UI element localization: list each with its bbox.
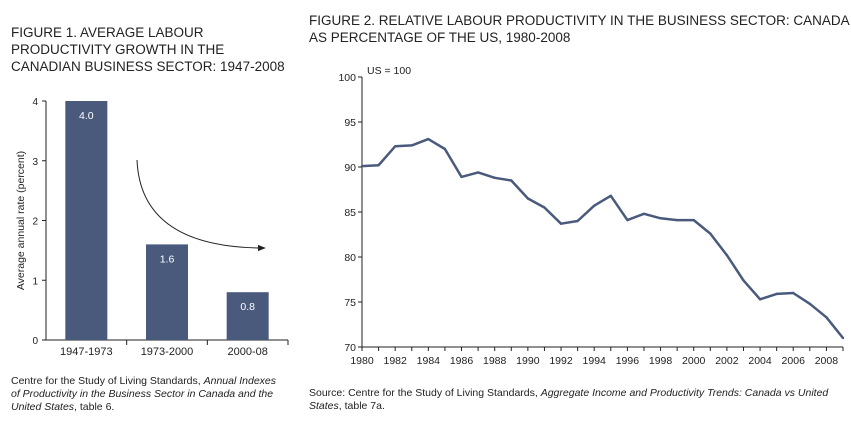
- figure2-data-point: [609, 194, 612, 197]
- figure2-x-tick-label: 1996: [616, 355, 640, 367]
- figure2-data-point: [559, 222, 563, 225]
- figure2-data-point: [493, 176, 496, 179]
- figure2-data-point: [642, 212, 646, 215]
- figure1-bar-value-label: 0.8: [240, 301, 255, 313]
- figure2-data-point: [526, 197, 530, 200]
- figure2-data-point: [808, 302, 812, 305]
- figure2-x-tick-label: 2002: [715, 355, 739, 367]
- figure1-category-label: 1973-2000: [141, 346, 194, 358]
- figure2-y-tick-label: 90: [344, 162, 356, 174]
- figure2-data-point: [775, 292, 778, 296]
- figure2-y-tick-label: 75: [344, 297, 356, 309]
- figure1-bar: [146, 244, 188, 340]
- figure2-title: FIGURE 2. RELATIVE LABOUR PRODUCTIVITY I…: [309, 13, 849, 45]
- figure2-data-point: [427, 137, 430, 141]
- figure2-data-point: [675, 218, 679, 222]
- figure2-x-tick-label: 1984: [417, 355, 441, 367]
- figure2-data-point: [443, 147, 447, 151]
- figure1-y-tick-label: 3: [32, 157, 38, 168]
- figure2-data-point: [360, 164, 364, 168]
- figure2-data-point: [510, 179, 513, 182]
- figure2-data-point: [692, 218, 695, 222]
- figure2-data-point: [576, 219, 579, 223]
- figure1-title: FIGURE 1. AVERAGE LABOUR PRODUCTIVITY GR…: [11, 25, 285, 74]
- figure2-data-point: [792, 291, 795, 295]
- figure2-data-point: [393, 145, 397, 148]
- figure2-x-tick-label: 2004: [748, 355, 772, 367]
- figure2-data-point: [593, 204, 596, 207]
- figure2-data-point: [709, 232, 712, 235]
- figure2-x-tick-label: 2006: [782, 355, 806, 367]
- figure1-category-label: 2000-08: [227, 346, 267, 358]
- figure1-category-label: 1947-1973: [60, 346, 113, 358]
- figure2-x-tick-label: 1982: [383, 355, 407, 367]
- figure2-data-point: [543, 206, 546, 209]
- figure1-y-tick-label: 1: [32, 276, 38, 287]
- figure1-bar: [226, 292, 269, 340]
- figure1-y-tick-label: 2: [32, 217, 38, 228]
- figure1-bar-value-label: 1.6: [160, 253, 175, 265]
- figure2-data-point: [659, 217, 662, 220]
- decline-arrow: [136, 159, 266, 252]
- figure1-y-axis-label: Average annual rate (percent): [15, 151, 27, 290]
- figure2-data-point: [758, 298, 762, 301]
- figure2-data-point: [626, 218, 629, 222]
- figure1-source: Centre for the Study of Living Standards…: [11, 375, 276, 413]
- figure2-x-tick-label: 1986: [450, 355, 474, 367]
- figure2-x-tick-label: 1980: [350, 355, 374, 367]
- figure2-data-point: [825, 316, 828, 319]
- figure1-bar-value-label: 4.0: [79, 110, 94, 122]
- figure2-x-tick-label: 2008: [815, 355, 839, 367]
- figure2-data-point: [460, 175, 463, 179]
- figure2-data-point: [841, 336, 845, 340]
- figure2-data-point: [725, 254, 729, 257]
- figure2-x-tick-label: 1998: [649, 355, 673, 367]
- figure2-y-tick-label: 80: [344, 252, 356, 264]
- figure1-y-tick-label: 0: [32, 336, 38, 347]
- figure2-source: Source: Centre for the Study of Living S…: [309, 387, 829, 412]
- figure2-y-tick-label: 70: [344, 342, 356, 354]
- figure1-bar: [65, 101, 108, 340]
- figure2-y-tick-label: 95: [344, 117, 356, 129]
- figure2-data-point: [742, 279, 745, 282]
- figure2-series-line: [361, 137, 844, 339]
- figure2-x-tick-label: 2000: [682, 355, 706, 367]
- figure2-data-point: [476, 171, 480, 174]
- figure2-x-tick-label: 1988: [483, 355, 507, 367]
- figure2-x-tick-label: 1990: [516, 355, 540, 367]
- figure2-x-tick-label: 1992: [549, 355, 573, 367]
- figure1-plot-area: 0 1 2 3 4 Average annual rate (percent) 4.0 194…: [15, 97, 289, 358]
- figure2-data-point: [410, 144, 413, 147]
- figure2-data-point: [377, 164, 380, 167]
- figure2-y-tick-label: 85: [344, 207, 356, 219]
- figure1-y-tick-label: 4: [32, 97, 38, 108]
- figure2-y-tick-label: 100: [338, 72, 356, 84]
- figure2-x-tick-label: 1994: [583, 355, 607, 367]
- figure2-plot-area: 70 75 80 85 90 95 100 1980 1982 1984 1986 1988 1990 1…: [338, 65, 845, 367]
- figure2-annotation: US = 100: [367, 65, 411, 77]
